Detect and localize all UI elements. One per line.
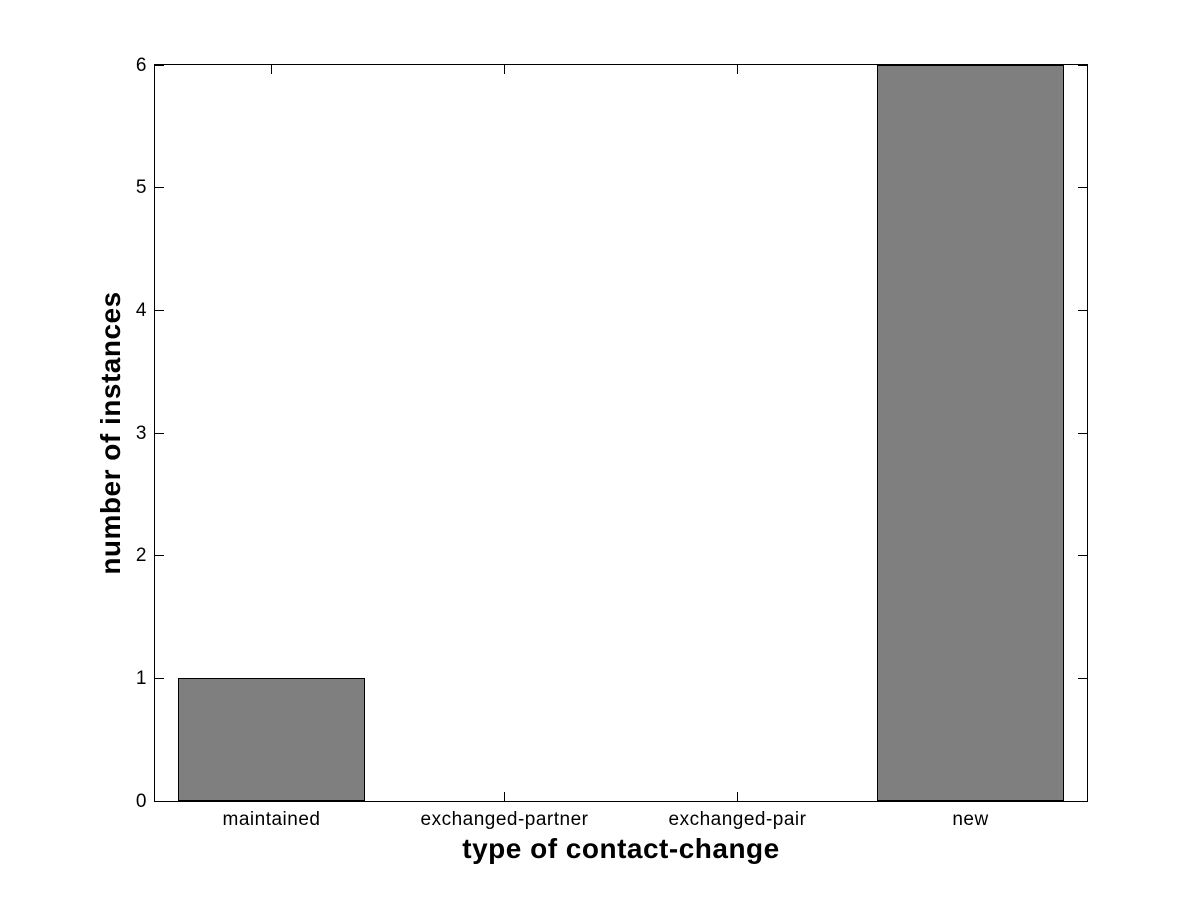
y-tick-mark-right xyxy=(1078,309,1087,311)
y-tick-mark-right xyxy=(1078,677,1087,679)
x-tick-label: maintained xyxy=(222,809,321,830)
y-tick-mark-left xyxy=(155,677,164,679)
x-axis-label: type of contact-change xyxy=(462,833,780,864)
y-tick-mark-right xyxy=(1078,800,1087,802)
y-tick-mark-left xyxy=(155,187,164,189)
y-tick-label: 4 xyxy=(135,299,147,321)
x-tick-mark-top xyxy=(504,65,505,74)
y-tick-label: 0 xyxy=(135,790,147,812)
bar-maintained xyxy=(178,678,365,801)
x-tick-mark-top xyxy=(737,65,738,74)
y-tick-label: 2 xyxy=(135,545,147,567)
y-axis-label: number of instances xyxy=(95,291,126,575)
x-tick-mark-bottom xyxy=(504,792,505,801)
y-tick-label: 3 xyxy=(135,422,147,444)
y-tick-mark-left xyxy=(155,555,164,557)
x-tick-label: exchanged-partner xyxy=(420,809,589,830)
y-tick-label: 1 xyxy=(135,667,147,689)
y-tick-mark-right xyxy=(1078,64,1087,66)
y-tick-label: 6 xyxy=(135,54,147,76)
y-tick-label: 5 xyxy=(135,177,147,199)
y-tick-mark-right xyxy=(1078,432,1087,434)
plot-area xyxy=(154,64,1088,802)
bar-new xyxy=(877,65,1064,801)
x-tick-label: new xyxy=(952,809,989,830)
y-tick-mark-left xyxy=(155,309,164,311)
y-tick-mark-left xyxy=(155,800,164,802)
y-tick-mark-right xyxy=(1078,555,1087,557)
x-tick-mark-top xyxy=(271,65,272,74)
x-tick-mark-bottom xyxy=(737,792,738,801)
y-tick-mark-left xyxy=(155,432,164,434)
y-tick-mark-right xyxy=(1078,187,1087,189)
y-tick-mark-left xyxy=(155,64,164,66)
x-tick-label: exchanged-pair xyxy=(668,809,807,830)
